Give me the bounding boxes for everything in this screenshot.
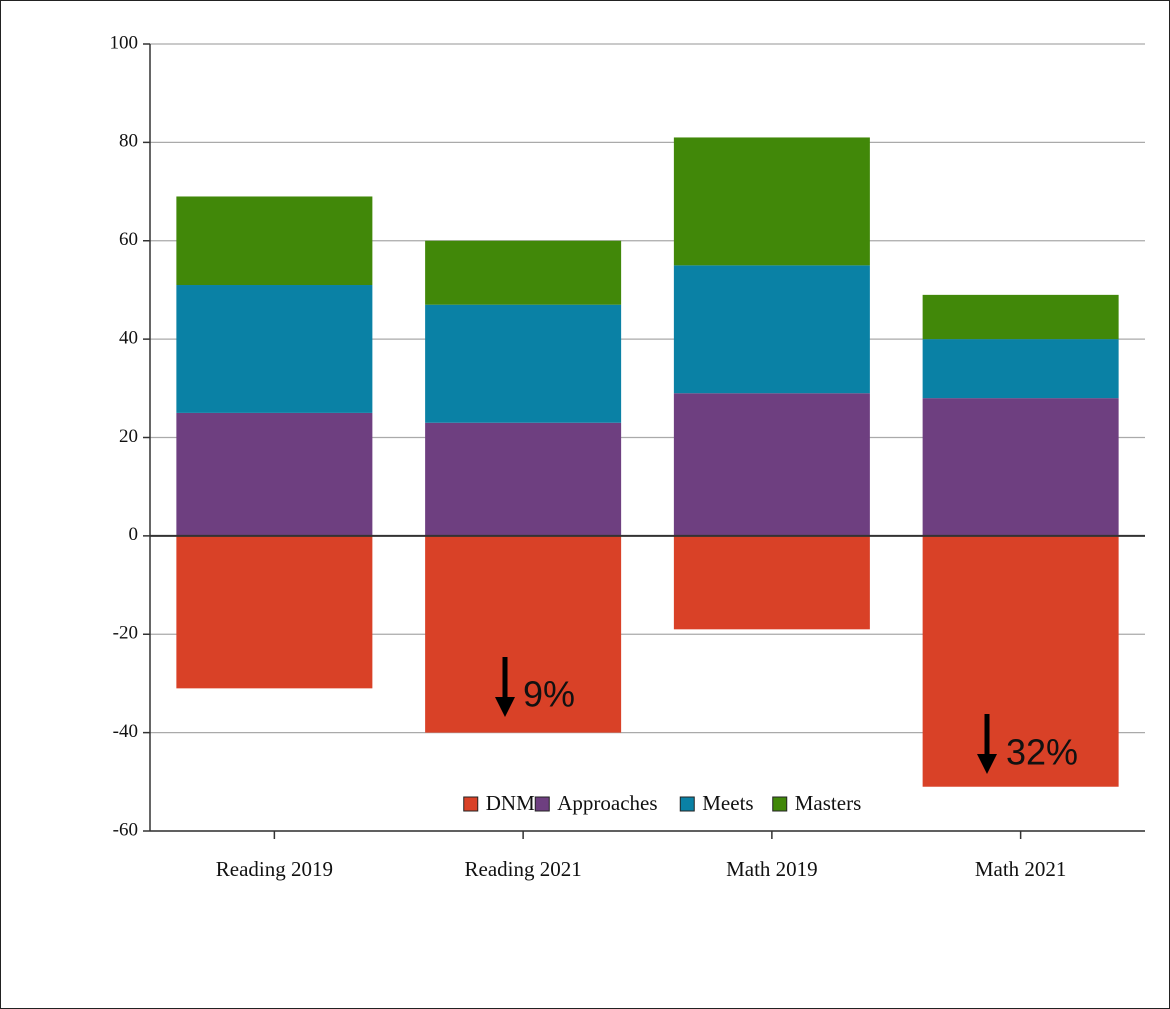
bar-segment xyxy=(176,196,373,286)
y-tick-label: 80 xyxy=(119,131,138,152)
x-tick-label: Math 2019 xyxy=(726,857,818,881)
legend-label: Meets xyxy=(702,791,753,815)
bar-segment xyxy=(425,304,622,423)
bar-segment xyxy=(176,285,373,413)
bar-segment xyxy=(425,535,622,733)
bar-segment xyxy=(176,412,373,536)
annotation-arrowhead xyxy=(495,697,515,717)
x-tick-label: Reading 2021 xyxy=(465,857,582,881)
y-tick-label: 60 xyxy=(119,229,138,250)
bar-segment xyxy=(673,265,870,394)
legend-label: Approaches xyxy=(557,791,657,815)
legend-label: Masters xyxy=(795,791,862,815)
y-tick-label: -40 xyxy=(113,721,138,742)
annotation: 9% xyxy=(523,674,575,715)
x-tick-label: Reading 2019 xyxy=(216,857,333,881)
bar-segment xyxy=(425,422,622,536)
y-tick-label: 0 xyxy=(129,524,139,545)
y-tick-label: 100 xyxy=(110,32,139,53)
bar-segment xyxy=(922,339,1119,399)
y-tick-label: 40 xyxy=(119,327,138,348)
annotation: 32% xyxy=(1006,732,1078,773)
bar-segment xyxy=(922,398,1119,536)
legend-swatch xyxy=(463,796,479,812)
y-tick-label: 20 xyxy=(119,426,138,447)
bar-segment xyxy=(176,535,373,689)
legend-swatch xyxy=(679,796,695,812)
bar-segment xyxy=(673,535,870,630)
legend-swatch xyxy=(772,796,788,812)
annotation-arrowhead xyxy=(977,754,997,774)
bar-segment xyxy=(673,137,870,266)
bar-segment xyxy=(673,393,870,536)
bar-segment xyxy=(425,240,622,305)
bar-segment xyxy=(922,294,1119,340)
x-tick-label: Math 2021 xyxy=(975,857,1067,881)
legend-label: DNM xyxy=(486,791,535,815)
legend-swatch xyxy=(534,796,550,812)
y-tick-label: -60 xyxy=(113,819,138,840)
y-tick-label: -20 xyxy=(113,623,138,644)
bar-segment xyxy=(922,535,1119,787)
